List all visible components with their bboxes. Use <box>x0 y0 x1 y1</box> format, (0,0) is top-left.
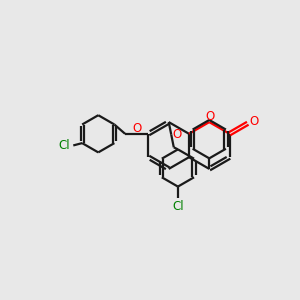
Text: O: O <box>172 128 181 141</box>
Text: Cl: Cl <box>58 139 70 152</box>
Text: Cl: Cl <box>172 200 184 213</box>
Text: O: O <box>250 115 259 128</box>
Text: O: O <box>205 110 214 123</box>
Text: O: O <box>132 122 141 135</box>
